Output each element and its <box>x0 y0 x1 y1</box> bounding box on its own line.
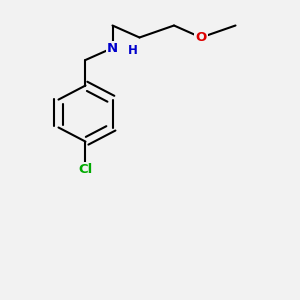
Text: N: N <box>107 41 118 55</box>
Text: H: H <box>128 44 138 58</box>
Text: Cl: Cl <box>78 163 93 176</box>
Text: O: O <box>195 31 207 44</box>
